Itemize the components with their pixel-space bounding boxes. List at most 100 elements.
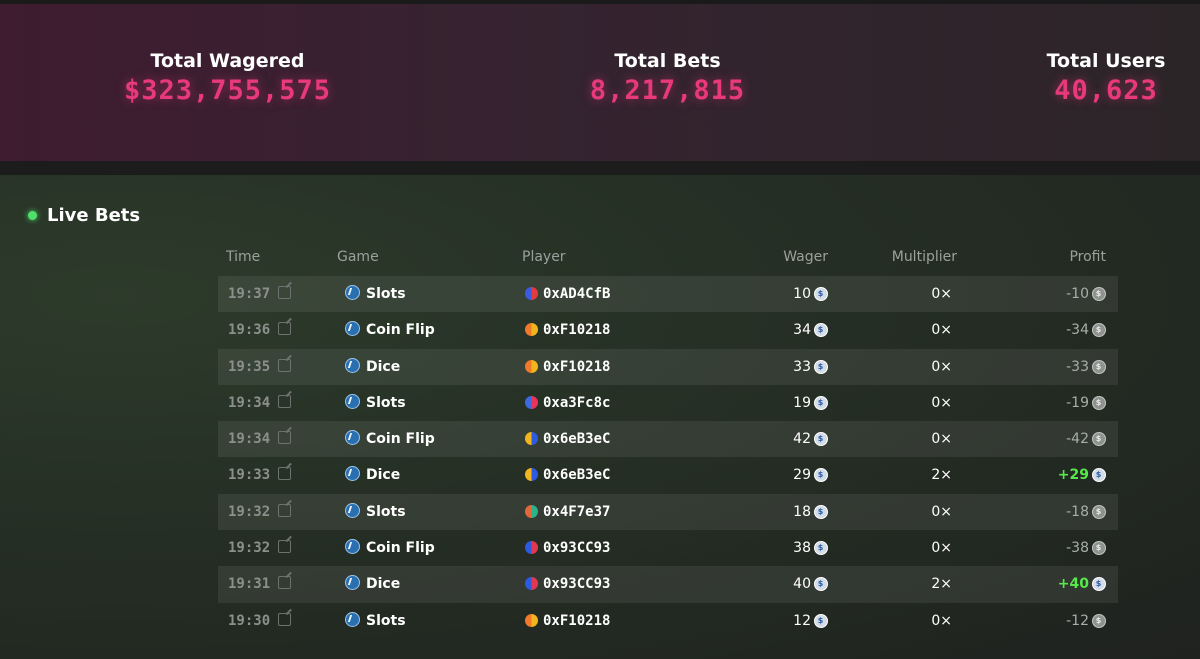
- table-row[interactable]: 19:37 Slots 0xAD4CfB 10 0× -10: [218, 276, 1118, 313]
- external-link-icon[interactable]: [278, 358, 292, 372]
- player-address: 0x6eB3eC: [543, 467, 611, 484]
- table-row[interactable]: 19:34 Coin Flip 0x6eB3eC 42 0× -42: [218, 421, 1118, 458]
- bets-table-body: 19:37 Slots 0xAD4CfB 10 0× -10 19:36 Coin Flip 0…: [218, 276, 1118, 639]
- table-row[interactable]: 19:33 Dice 0x6eB3eC 29 2× +29: [218, 457, 1118, 493]
- usdc-coin-icon: [1092, 359, 1106, 374]
- player-avatar-icon: [525, 504, 538, 518]
- external-link-icon[interactable]: [278, 322, 292, 336]
- usdc-coin-icon: [1092, 395, 1106, 410]
- bet-wager: 42: [793, 421, 828, 457]
- table-row[interactable]: 19:32 Coin Flip 0x93CC93 38 0× -38: [218, 530, 1118, 566]
- wager-amount: 33: [793, 358, 811, 375]
- col-wager: Wager: [783, 249, 828, 265]
- external-link-icon[interactable]: [278, 503, 292, 517]
- profit-amount: -38: [1066, 540, 1089, 557]
- bet-profit: +29: [1058, 457, 1106, 493]
- external-link-icon[interactable]: [278, 467, 292, 481]
- col-game: Game: [337, 249, 379, 265]
- game-name: Coin Flip: [366, 540, 435, 557]
- external-link-icon[interactable]: [278, 431, 292, 445]
- usdc-coin-icon: [1092, 287, 1106, 301]
- player-address: 0xF10218: [543, 612, 611, 629]
- bet-wager: 18: [793, 494, 828, 530]
- bet-multiplier: 0×: [931, 431, 952, 448]
- bet-multiplier: 0×: [931, 540, 952, 557]
- bet-game: Coin Flip: [345, 312, 435, 348]
- table-row[interactable]: 19:30 Slots 0xF10218 12 0× -12: [218, 603, 1118, 639]
- profit-amount: -42: [1066, 431, 1089, 448]
- player-avatar-icon: [525, 432, 538, 446]
- table-header: Time Game Player Wager Multiplier Profit: [218, 249, 1118, 275]
- player-address: 0x4F7e37: [543, 503, 611, 520]
- bet-profit: -33: [1066, 349, 1106, 385]
- usdc-coin-icon: [814, 287, 828, 301]
- live-bets-section: Live Bets Time Game Player Wager Multipl…: [0, 175, 1200, 659]
- bet-player[interactable]: 0xF10218: [525, 312, 610, 348]
- top-strip: [0, 0, 1200, 4]
- profit-amount: +40: [1057, 576, 1089, 593]
- bet-multiplier: 0×: [931, 612, 952, 629]
- table-row[interactable]: 19:31 Dice 0x93CC93 40 2× +40: [218, 566, 1118, 603]
- bet-time: 19:34: [228, 421, 292, 457]
- bet-time: 19:34: [228, 385, 292, 421]
- bet-game: Dice: [345, 566, 400, 602]
- table-row[interactable]: 19:34 Slots 0xa3Fc8c 19 0× -19: [218, 385, 1118, 421]
- game-token-icon: [345, 502, 360, 518]
- player-address: 0xF10218: [543, 358, 611, 375]
- wager-amount: 40: [793, 576, 811, 593]
- wager-amount: 29: [793, 467, 811, 484]
- wager-amount: 42: [793, 431, 811, 448]
- stat-value: $323,755,575: [123, 75, 332, 106]
- profit-amount: -18: [1066, 503, 1089, 520]
- game-token-icon: [345, 575, 360, 591]
- live-indicator-icon: [28, 211, 37, 220]
- time-text: 19:34: [228, 431, 271, 448]
- bet-profit: +40: [1058, 566, 1106, 602]
- bet-multiplier: 2×: [931, 576, 952, 593]
- bet-player[interactable]: 0xF10218: [525, 603, 610, 639]
- bet-profit: -19: [1066, 385, 1106, 421]
- external-link-icon[interactable]: [278, 612, 292, 626]
- usdc-coin-icon: [814, 359, 828, 374]
- usdc-coin-icon: [1092, 432, 1106, 447]
- bet-player[interactable]: 0x6eB3eC: [525, 457, 610, 493]
- external-link-icon[interactable]: [278, 286, 292, 299]
- bet-multiplier: 2×: [931, 467, 952, 484]
- game-name: Slots: [366, 612, 406, 629]
- game-name: Slots: [366, 394, 406, 411]
- external-link-icon[interactable]: [278, 576, 292, 590]
- bet-player[interactable]: 0xF10218: [525, 349, 610, 385]
- table-row[interactable]: 19:35 Dice 0xF10218 33 0× -33: [218, 348, 1118, 385]
- usdc-coin-icon: [1092, 323, 1106, 338]
- game-name: Slots: [366, 286, 406, 302]
- player-avatar-icon: [525, 613, 538, 627]
- bet-profit: -34: [1066, 312, 1106, 348]
- player-avatar-icon: [525, 577, 538, 591]
- wager-amount: 10: [793, 286, 811, 302]
- bet-profit: -18: [1066, 494, 1106, 530]
- bet-player[interactable]: 0x93CC93: [525, 566, 610, 602]
- bet-player[interactable]: 0x93CC93: [525, 530, 610, 566]
- bet-player[interactable]: 0x6eB3eC: [525, 421, 610, 457]
- profit-amount: -10: [1066, 286, 1089, 302]
- bet-game: Dice: [345, 349, 400, 385]
- bet-player[interactable]: 0xa3Fc8c: [525, 385, 610, 421]
- usdc-coin-icon: [1092, 577, 1106, 592]
- bet-game: Slots: [345, 494, 406, 530]
- bet-profit: -10: [1066, 276, 1106, 312]
- table-row[interactable]: 19:32 Slots 0x4F7e37 18 0× -18: [218, 493, 1118, 531]
- bet-player[interactable]: 0xAD4CfB: [525, 276, 610, 312]
- game-token-icon: [345, 539, 360, 555]
- col-player: Player: [522, 249, 566, 265]
- table-row[interactable]: 19:36 Coin Flip 0xF10218 34 0× -34: [218, 312, 1118, 348]
- game-token-icon: [345, 611, 360, 627]
- bet-player[interactable]: 0x4F7e37: [525, 494, 610, 530]
- bet-time: 19:37: [228, 276, 292, 312]
- game-token-icon: [345, 285, 360, 300]
- wager-amount: 18: [793, 503, 811, 520]
- game-token-icon: [345, 393, 360, 409]
- live-bets-title: Live Bets: [47, 205, 141, 226]
- external-link-icon[interactable]: [278, 540, 292, 554]
- bet-time: 19:36: [228, 312, 292, 348]
- external-link-icon[interactable]: [278, 394, 292, 408]
